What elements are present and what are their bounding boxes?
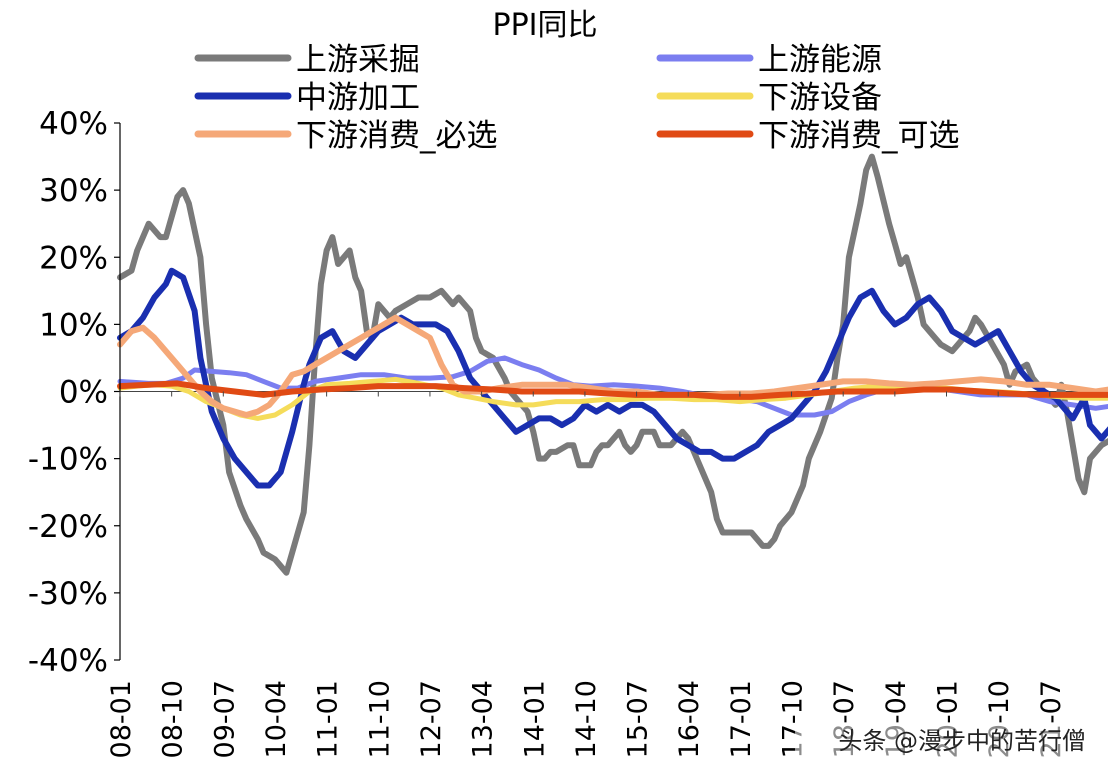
x-tick-label: 15-07 (623, 680, 654, 758)
series-line-上游采掘 (117, 153, 1108, 576)
y-tick-label: 20% (39, 240, 108, 276)
x-tick-label: 16-04 (674, 680, 705, 758)
y-tick-label: 40% (39, 106, 108, 142)
x-tick-label: 11-01 (313, 680, 344, 758)
x-tick-label: 14-01 (519, 680, 550, 758)
chart-title: PPI同比 (492, 8, 597, 43)
legend-label: 上游能源 (758, 42, 882, 78)
y-tick-label: 0% (59, 375, 108, 411)
watermark: 头条 @漫步中的苦行僧 (795, 722, 1095, 758)
y-tick-label: 10% (39, 307, 108, 343)
legend-label: 下游消费_可选 (758, 118, 960, 154)
y-tick-label: -20% (28, 509, 108, 545)
legend-label: 下游消费_必选 (296, 118, 498, 154)
x-tick-label: 12-07 (416, 680, 447, 758)
x-tick-label: 11-10 (364, 680, 395, 758)
series-layer (117, 153, 1108, 576)
series-line-中游加工 (117, 267, 1108, 489)
y-tick-label: -10% (28, 442, 108, 478)
y-tick-label: -30% (28, 576, 108, 612)
x-tick-label: 08-01 (106, 680, 137, 758)
x-tick-label: 10-04 (261, 680, 292, 758)
y-tick-label: 30% (39, 173, 108, 209)
x-tick-label: 09-07 (209, 680, 240, 758)
x-tick-label: 14-10 (571, 680, 602, 758)
x-tick-label: 13-04 (468, 680, 499, 758)
y-tick-label: -40% (28, 643, 108, 679)
x-tick-label: 08-10 (158, 680, 189, 758)
legend-label: 中游加工 (296, 80, 420, 116)
legend-label: 上游采掘 (296, 42, 420, 78)
watermark-text: 头条 @漫步中的苦行僧 (838, 727, 1086, 755)
x-tick-label: 17-01 (726, 680, 757, 758)
legend-label: 下游设备 (758, 80, 882, 116)
